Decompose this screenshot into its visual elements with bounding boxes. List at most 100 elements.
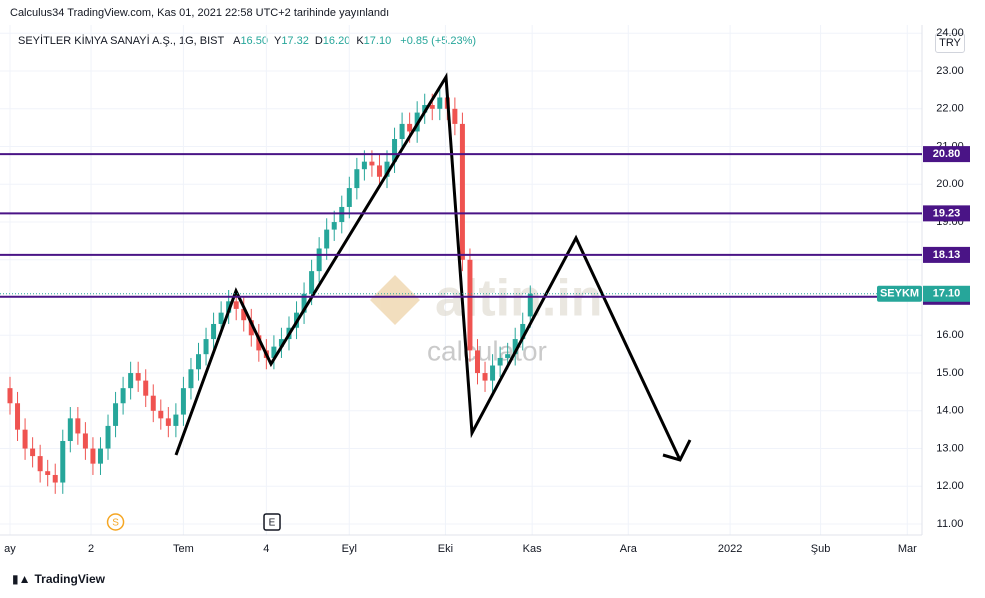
symbol-legend: SEYİTLER KİMYA SANAYİ A.Ş., 1G, BIST A16… <box>18 35 476 47</box>
candle-body <box>331 222 337 230</box>
candle-body <box>520 323 526 340</box>
candle-body <box>113 403 119 426</box>
publish-line: Calculus34 TradingView.com, Kas 01, 2021… <box>10 7 390 19</box>
candle-body <box>474 350 480 374</box>
candle-body <box>384 161 390 177</box>
level-label-box <box>923 146 970 163</box>
candle-body <box>278 339 284 347</box>
candle-body <box>188 369 194 389</box>
ohlc-key: D <box>314 35 323 47</box>
y-tick-label: 13.00 <box>936 442 964 454</box>
candle-body <box>7 388 13 404</box>
candle-body <box>512 339 518 355</box>
candle-body <box>316 248 322 272</box>
footer-logo[interactable]: ▮▲ TradingView <box>12 572 105 586</box>
candle-body <box>67 418 73 442</box>
ohlc-value: 17.32 <box>281 35 309 47</box>
x-tick-label: Eki <box>438 543 453 555</box>
candle-body <box>392 139 398 162</box>
x-tick-label: Eyl <box>342 543 357 555</box>
candle-body <box>505 354 511 358</box>
x-tick-label: Mar <box>898 543 917 555</box>
candle-body <box>128 373 134 389</box>
x-tick-label: 4 <box>263 543 269 555</box>
currency-button[interactable]: TRY <box>935 33 965 53</box>
candle-body <box>82 433 88 449</box>
event-marker <box>106 513 125 531</box>
candle-body <box>241 308 247 321</box>
candle-body <box>399 123 405 140</box>
candle-body <box>301 293 307 313</box>
event-marker <box>263 513 281 531</box>
ohlc: A16.50 Y17.32 D16.20 K17.10 <box>227 35 391 47</box>
x-tick-label: Şub <box>811 543 831 555</box>
candle-body <box>105 425 111 449</box>
ohlc-key: A <box>233 35 241 47</box>
watermark-sub: calculator <box>427 335 547 366</box>
x-tick-label: ay <box>4 543 16 555</box>
candle-body <box>75 418 81 434</box>
event-label: E <box>269 518 276 529</box>
candle-body <box>452 108 458 124</box>
y-tick-label: 15.00 <box>936 367 964 379</box>
last-price-box <box>923 285 970 302</box>
candle-body <box>135 373 141 381</box>
last-price-name: SEYKM <box>880 288 919 300</box>
candle-body <box>248 320 254 336</box>
candle-body <box>361 161 367 170</box>
candle-body <box>218 312 224 324</box>
candle-body <box>354 169 360 189</box>
candle-body <box>97 448 103 464</box>
candle-body <box>437 97 443 109</box>
candle-body <box>90 448 96 464</box>
y-tick-label: 22.00 <box>936 103 964 115</box>
candle-body <box>459 123 465 260</box>
candle-body <box>196 354 202 370</box>
level-label: 18.13 <box>933 249 961 261</box>
candle-body <box>233 301 239 309</box>
candle-body <box>52 474 58 483</box>
y-tick-label: 14.00 <box>936 405 964 417</box>
candle-body <box>165 418 171 426</box>
ohlc-key: Y <box>273 35 282 47</box>
change: +0.85 (+5.23%) <box>400 35 477 47</box>
last-price-label: 17.10 <box>933 288 961 300</box>
x-tick-label: 2022 <box>718 543 742 555</box>
event-label: S <box>112 518 119 529</box>
candle-body <box>339 206 345 223</box>
candle-body <box>490 365 496 381</box>
candle-body <box>429 105 435 109</box>
symbol: SEYİTLER KİMYA SANAYİ A.Ş., 1G, BIST <box>18 35 225 47</box>
drawing <box>174 72 682 461</box>
last-price-name-box <box>877 285 922 302</box>
candle-body <box>45 471 51 475</box>
candle-body <box>376 165 382 177</box>
candle-body <box>256 335 262 351</box>
candle-body <box>180 388 186 415</box>
ohlc-value: 17.10 <box>363 35 392 47</box>
candle-body <box>211 323 217 340</box>
candle-body <box>422 105 428 113</box>
candle-body <box>324 229 330 249</box>
watermark-logo <box>370 275 420 325</box>
candle-body <box>407 123 413 132</box>
candle-body <box>150 395 156 411</box>
ohlc-value: 16.50 <box>240 35 268 47</box>
watermark: altin.in calculator <box>370 270 603 366</box>
candle-body <box>467 259 473 351</box>
ohlc-key: K <box>356 35 364 47</box>
drawing-arrow <box>662 439 692 462</box>
level-label-box <box>923 246 970 263</box>
candle-body <box>37 456 43 472</box>
y-tick-label: 20.00 <box>936 178 964 190</box>
candle-body <box>143 380 149 396</box>
candle-body <box>120 388 126 404</box>
y-tick-label: 24.00 <box>936 27 964 39</box>
candle-body <box>309 271 315 294</box>
candle-body <box>369 161 375 166</box>
x-tick-label: Ara <box>620 543 638 555</box>
candle-body <box>527 293 533 317</box>
candle-body <box>30 448 36 457</box>
